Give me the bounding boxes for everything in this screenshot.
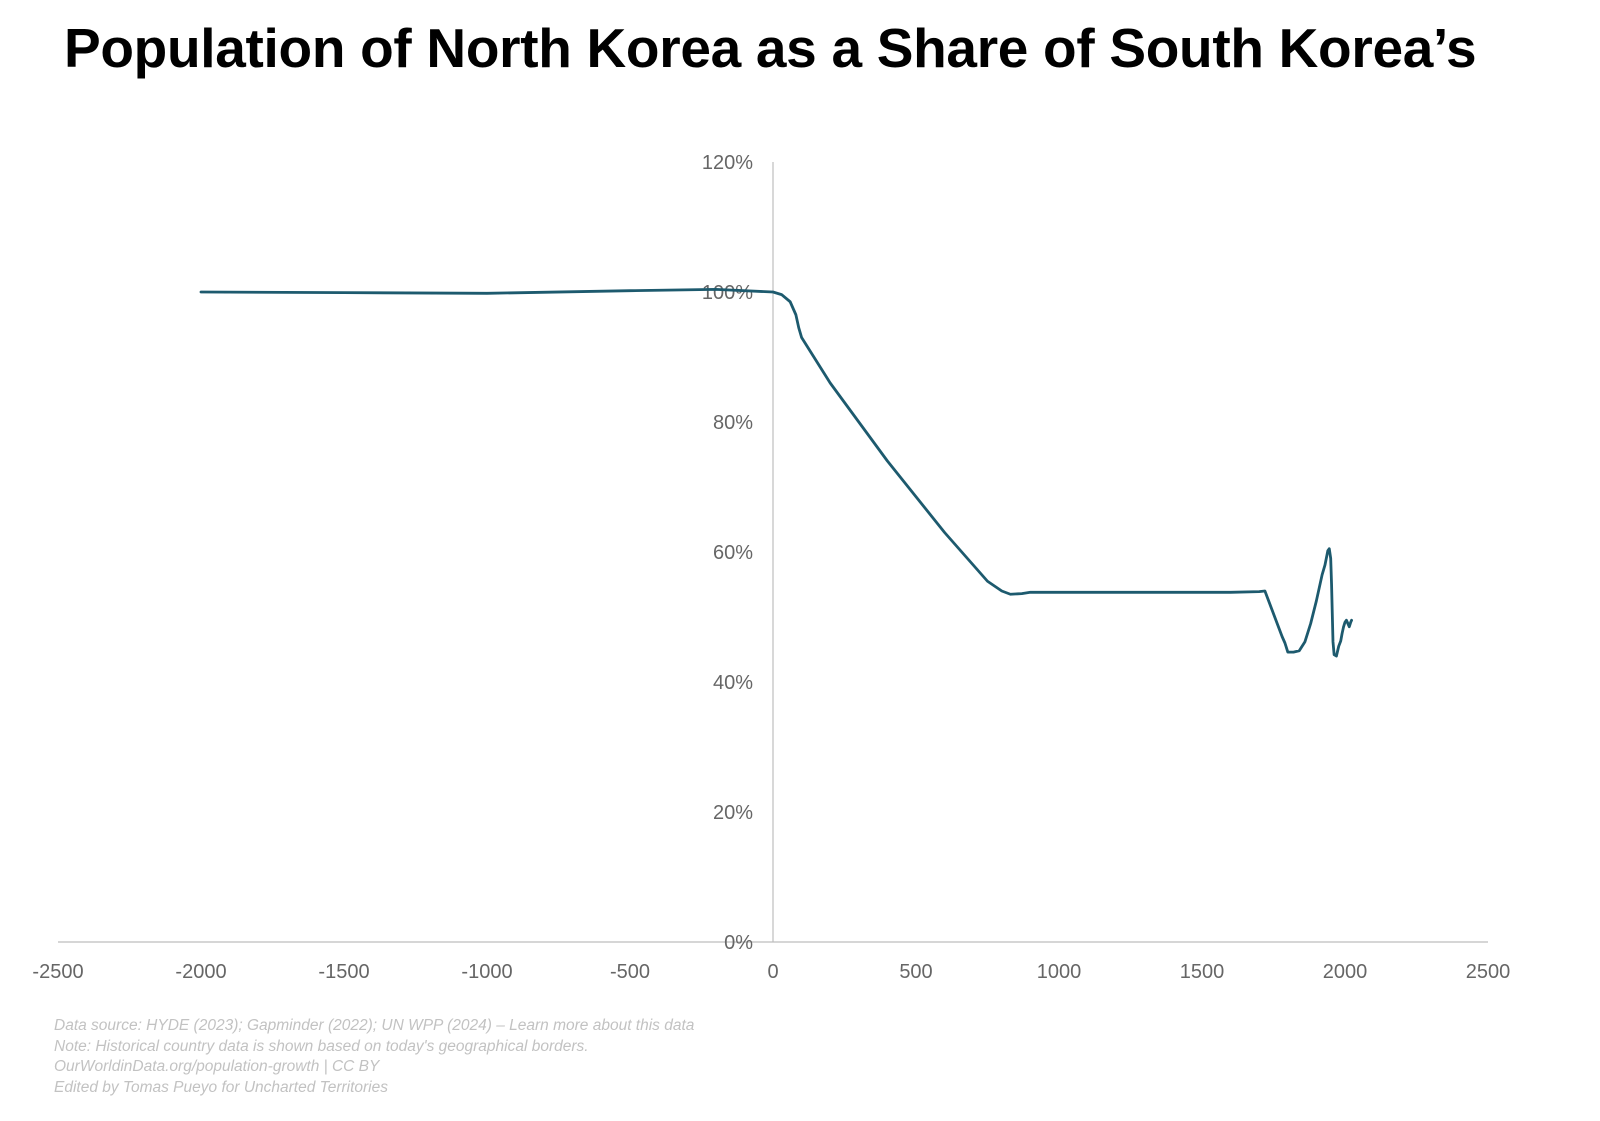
x-tick-label: 500 [899, 961, 932, 983]
series-layer [199, 288, 1353, 658]
editor-credit: Edited by Tomas Pueyo for Uncharted Terr… [54, 1078, 388, 1096]
x-tick-label: 0 [767, 961, 778, 983]
x-tick-label: 2500 [1466, 961, 1511, 983]
chart-footer: Data source: HYDE (2023); Gapminder (202… [54, 1016, 694, 1098]
y-tick-label: 80% [713, 412, 753, 434]
data-source-note: Data source: HYDE (2023); Gapminder (202… [54, 1017, 695, 1034]
y-tick-label: 40% [713, 672, 753, 694]
y-tick-label: 120% [702, 152, 753, 174]
chart-title: Population of North Korea as a Share of … [64, 17, 1477, 79]
y-tick-label: 0% [724, 932, 753, 954]
y-tick-label: 20% [713, 802, 753, 824]
x-tick-label: -500 [610, 961, 650, 983]
series-line-0 [199, 288, 1353, 658]
borders-note: Note: Historical country data is shown b… [54, 1037, 589, 1055]
x-tick-label: -2500 [32, 961, 83, 983]
x-tick-label: 1500 [1180, 961, 1225, 983]
x-tick-label: -2000 [175, 961, 226, 983]
y-tick-label: 60% [713, 542, 753, 564]
x-tick-label: 1000 [1037, 961, 1082, 983]
x-tick-label: 2000 [1323, 961, 1368, 983]
y-tick-label: 100% [702, 282, 753, 304]
source-link: OurWorldinData.org/population-growth | C… [54, 1058, 380, 1075]
axes [58, 162, 1488, 943]
tick-labels: -2500 -2000 -1500 -1000 -500 0 500 1000 1500 2000… [32, 152, 1510, 983]
x-tick-label: -1500 [318, 961, 369, 983]
x-tick-label: -1000 [461, 961, 512, 983]
